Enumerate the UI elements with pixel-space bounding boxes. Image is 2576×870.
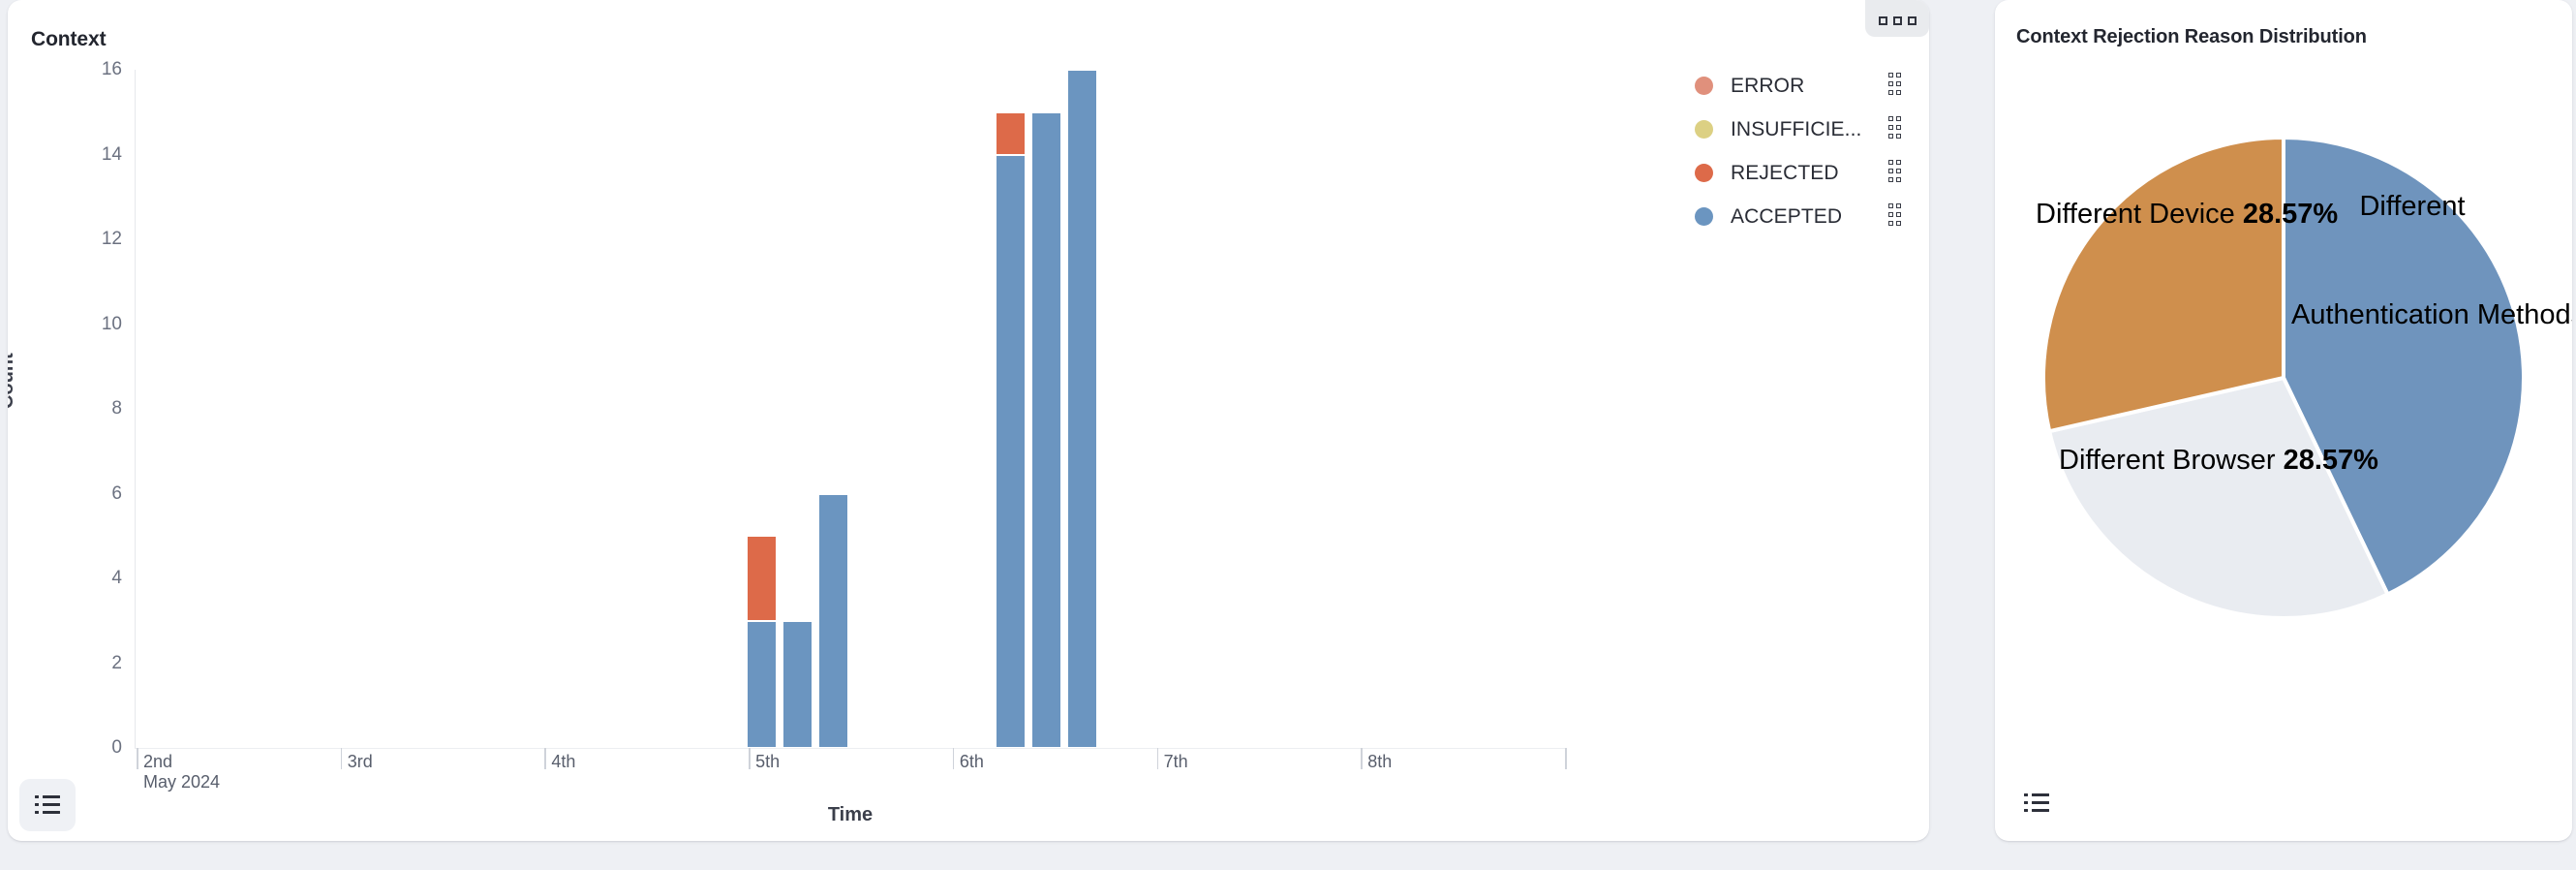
legend-swatch-icon — [1695, 164, 1713, 182]
x-tick-mark — [749, 748, 751, 769]
x-tick-label: 7th — [1164, 752, 1188, 772]
y-tick-14: 14 — [101, 143, 122, 165]
x-tick-mark — [544, 748, 547, 769]
context-chart-panel: Context Count 0 2 4 6 8 10 12 14 16 2nd M… — [8, 0, 1929, 841]
x-tick-mark — [1361, 748, 1363, 769]
x-tick-label: 8th — [1367, 752, 1392, 772]
legend-item-accepted[interactable]: ACCEPTED — [1695, 195, 1917, 238]
menu-square-3 — [1907, 16, 1917, 25]
pie-slice-authentication[interactable] — [2282, 136, 2526, 598]
bulleted-list-glyph — [35, 795, 60, 815]
x-tick-label-primary: 5th — [755, 752, 781, 771]
drag-handle-icon[interactable] — [1888, 202, 1901, 231]
drag-handle-icon[interactable] — [1888, 72, 1901, 100]
y-tick-10: 10 — [101, 313, 122, 334]
legend-item-error[interactable]: ERROR — [1695, 64, 1917, 108]
x-tick-label: 6th — [960, 752, 984, 772]
y-tick-8: 8 — [111, 398, 122, 419]
page-title: Context — [31, 28, 107, 51]
bar-segment-accepted[interactable] — [1066, 70, 1097, 748]
y-tick-2: 2 — [111, 652, 122, 673]
list-view-icon[interactable] — [19, 779, 76, 831]
three-squares-menu-icon[interactable] — [1865, 0, 1929, 37]
pie-slice-browser[interactable] — [2046, 375, 2391, 620]
x-tick-label-primary: 8th — [1367, 752, 1393, 771]
x-tick-label-primary: 7th — [1163, 752, 1188, 771]
legend-swatch-icon — [1695, 77, 1713, 95]
y-axis-label: Count — [8, 353, 17, 409]
legend-swatch-icon — [1695, 120, 1713, 139]
x-tick-label-secondary: May 2024 — [143, 772, 221, 792]
y-tick-4: 4 — [111, 568, 122, 588]
plot-area — [135, 70, 1566, 749]
x-tick-label: 4th — [551, 752, 575, 772]
chart-legend: ERROR INSUFFICIE... REJECTED ACCEPTED — [1695, 64, 1917, 238]
menu-square-1 — [1878, 16, 1887, 25]
x-tick-label: 2nd May 2024 — [143, 752, 220, 792]
y-tick-6: 6 — [111, 482, 122, 504]
pie-slice-device[interactable] — [2041, 136, 2285, 434]
list-view-icon[interactable] — [2009, 777, 2065, 829]
legend-item-insufficie[interactable]: INSUFFICIE... — [1695, 108, 1917, 151]
bars-layer — [137, 70, 1565, 748]
bar-segment-rejected[interactable] — [996, 111, 1027, 155]
bar-segment-accepted[interactable] — [996, 154, 1027, 748]
bar-segment-accepted[interactable] — [746, 620, 777, 748]
y-tick-0: 0 — [111, 737, 122, 758]
y-tick-12: 12 — [101, 229, 122, 249]
legend-swatch-icon — [1695, 207, 1713, 226]
x-axis-label: Time — [827, 804, 874, 825]
bulleted-list-glyph — [2024, 793, 2049, 813]
x-tick-mark-end — [1565, 748, 1567, 769]
y-tick-16: 16 — [101, 59, 122, 79]
x-tick-label-primary: 2nd — [143, 752, 173, 771]
legend-item-label: REJECTED — [1731, 161, 1839, 184]
x-tick-label-primary: 4th — [551, 752, 576, 771]
bar-segment-accepted[interactable] — [782, 620, 813, 748]
legend-item-label: ACCEPTED — [1731, 204, 1843, 228]
bar-segment-accepted[interactable] — [1031, 111, 1062, 748]
x-tick-mark — [340, 748, 343, 769]
pie-chart-panel: Context Rejection Reason Distribution Di… — [1995, 0, 2572, 841]
x-tick-mark — [1156, 748, 1159, 769]
legend-item-label: INSUFFICIE... — [1731, 117, 1862, 140]
drag-handle-icon[interactable] — [1888, 115, 1901, 143]
pie-chart: Different Authentication Methods 42.86% … — [2036, 136, 2572, 620]
legend-item-label: ERROR — [1731, 74, 1805, 97]
menu-square-2 — [1892, 16, 1902, 25]
drag-handle-icon[interactable] — [1888, 159, 1901, 187]
legend-item-rejected[interactable]: REJECTED — [1695, 151, 1917, 195]
bar-chart: Count 0 2 4 6 8 10 12 14 16 2nd May 2024 3… — [8, 0, 1929, 841]
pie-svg — [2041, 136, 2526, 620]
x-tick-mark — [952, 748, 955, 769]
x-tick-label-primary: 6th — [959, 752, 984, 771]
x-tick-label-primary: 3rd — [347, 752, 373, 771]
x-tick-label: 3rd — [348, 752, 373, 772]
bar-segment-accepted[interactable] — [817, 493, 848, 748]
pie-panel-title: Context Rejection Reason Distribution — [2016, 25, 2367, 47]
x-tick-mark — [137, 748, 138, 769]
bar-segment-rejected[interactable] — [746, 536, 777, 621]
x-tick-label: 5th — [755, 752, 780, 772]
